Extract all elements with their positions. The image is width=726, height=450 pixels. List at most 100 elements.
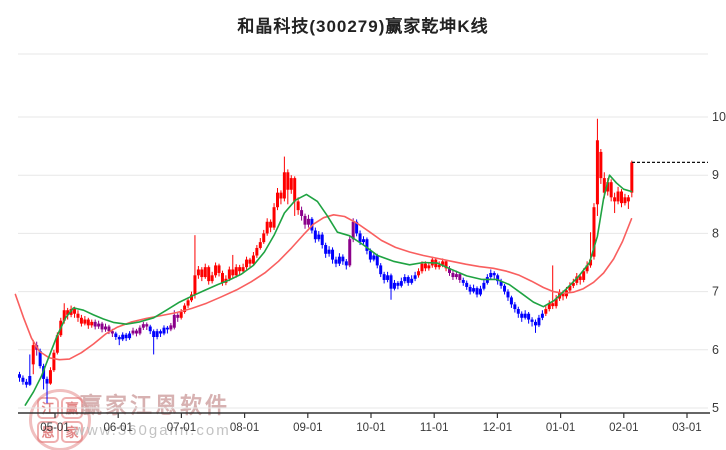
candle-body <box>104 326 107 330</box>
candle-body <box>258 242 262 248</box>
candle-body <box>279 192 283 199</box>
candle-body <box>152 331 156 337</box>
candle-body <box>241 267 245 272</box>
candle-body <box>169 325 173 330</box>
candle-body <box>31 345 35 365</box>
candle-body <box>534 321 537 326</box>
candle-body <box>609 182 613 198</box>
x-tick-label: 05-01 <box>40 422 69 434</box>
candle-body <box>472 288 476 292</box>
candle-body <box>465 282 469 287</box>
candle-body <box>117 336 121 340</box>
x-tick-label: 11-01 <box>420 422 449 434</box>
candle-body <box>324 245 328 254</box>
candle-body <box>437 264 441 268</box>
candles-layer <box>18 118 634 404</box>
y-tick-label: 5 <box>712 401 719 415</box>
candle-body <box>327 249 331 254</box>
stamp-char: 家 <box>61 421 83 443</box>
candle-body <box>141 324 145 328</box>
candle-body <box>386 275 390 280</box>
candle-body <box>90 321 94 326</box>
candle-body <box>317 234 321 240</box>
candle-body <box>48 370 52 384</box>
candle-body <box>365 239 369 251</box>
candle-body <box>24 381 28 385</box>
candle-body <box>461 279 465 283</box>
candle-body <box>176 314 180 318</box>
candle-body <box>207 267 211 282</box>
candle-body <box>313 230 317 240</box>
candle-body <box>478 288 482 295</box>
candle-body <box>599 151 603 179</box>
watermark-url-text: www.360gann.com <box>74 422 231 439</box>
x-tick-label: 09-01 <box>293 422 322 434</box>
candle-body <box>306 218 310 225</box>
candle-body <box>582 271 586 280</box>
candle-body <box>368 250 372 260</box>
y-tick-label: 10 <box>712 110 726 124</box>
candle-body <box>162 327 166 334</box>
candle-body <box>578 276 582 280</box>
candle-body <box>200 269 204 278</box>
y-tick-label: 7 <box>712 285 719 299</box>
candle-body <box>134 330 138 334</box>
y-tick-label: 8 <box>712 226 719 240</box>
candle-body <box>179 311 183 318</box>
candle-body <box>454 274 458 278</box>
candle-body <box>79 317 83 324</box>
candle-body <box>172 314 176 328</box>
candle-body <box>595 140 599 205</box>
candle-body <box>592 207 596 257</box>
candle-body <box>52 352 56 371</box>
candle-body <box>272 207 276 228</box>
candle-body <box>231 269 235 276</box>
candle-body <box>506 291 510 298</box>
candle-body <box>190 294 193 301</box>
candle-body <box>351 221 355 240</box>
candle-body <box>210 275 214 282</box>
candle-body <box>334 259 338 264</box>
candle-body <box>575 276 579 283</box>
candle-body <box>606 182 610 192</box>
candle-body <box>255 247 259 256</box>
candle-body <box>100 323 104 330</box>
candle-body <box>379 265 383 275</box>
candle-body <box>45 378 49 384</box>
candle-body <box>537 317 541 326</box>
candle-body <box>427 265 431 269</box>
candle-body <box>293 178 297 202</box>
candle-body <box>282 172 286 199</box>
candle-body <box>310 218 314 231</box>
candle-body <box>196 269 200 276</box>
x-tick-label: 02-01 <box>609 422 638 434</box>
candle-body <box>38 350 42 367</box>
candle-body <box>561 292 565 297</box>
candle-body <box>492 272 496 276</box>
candle-body <box>372 255 376 260</box>
candle-body <box>320 234 324 246</box>
candle-body <box>155 331 159 337</box>
candle-body <box>496 275 500 282</box>
candle-body <box>73 309 77 314</box>
stamp-char: 恩 <box>37 421 59 443</box>
candle-body <box>482 282 486 289</box>
candle-body <box>165 327 169 330</box>
candle-body <box>289 178 293 190</box>
candle-body <box>406 277 410 283</box>
grid-layer <box>18 53 708 409</box>
candle-body <box>300 210 304 216</box>
candle-body <box>420 263 424 272</box>
candle-body <box>589 259 593 266</box>
candle-body <box>114 333 118 337</box>
candle-body <box>262 233 266 243</box>
candle-body <box>186 300 190 306</box>
x-tick-label: 08-01 <box>230 422 259 434</box>
candle-body <box>217 265 221 273</box>
candle-body <box>516 309 520 314</box>
watermark-brand-text: 赢家江恩软件 <box>80 393 231 418</box>
candle-body <box>234 267 238 276</box>
x-tick-label: 07-01 <box>167 422 196 434</box>
